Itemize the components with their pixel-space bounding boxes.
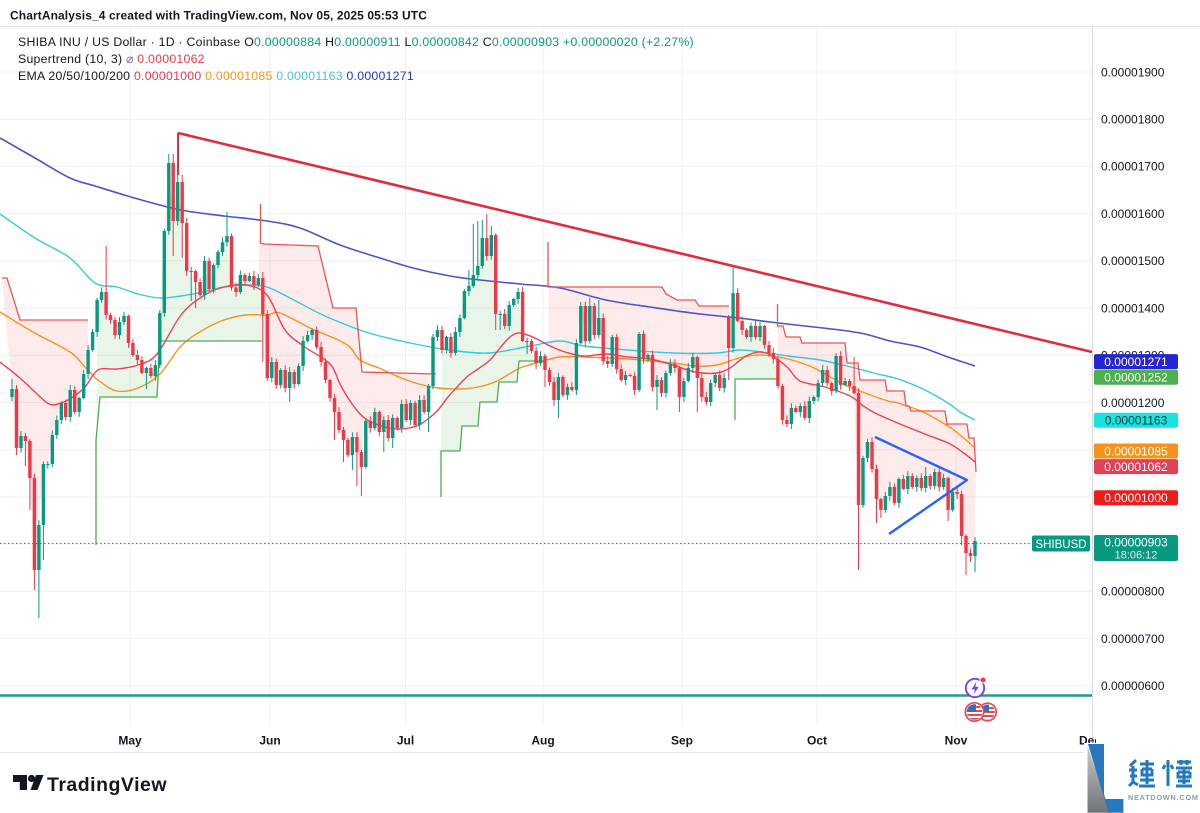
svg-text:0.00000903: 0.00000903 xyxy=(1104,536,1168,550)
svg-text:0.00001000: 0.00001000 xyxy=(1104,491,1168,505)
svg-text:0.00001800: 0.00001800 xyxy=(1101,113,1165,127)
svg-text:SHIBUSD: SHIBUSD xyxy=(1035,539,1086,551)
svg-text:ChartAnalysis_4 created with T: ChartAnalysis_4 created with TradingView… xyxy=(10,9,427,23)
svg-text:0.00001500: 0.00001500 xyxy=(1101,254,1165,268)
svg-text:EMA 20/50/100/200 0.00001000 0: EMA 20/50/100/200 0.00001000 0.00001085 … xyxy=(18,69,414,83)
svg-text:Jun: Jun xyxy=(259,734,280,748)
svg-text:NEATDOWN.COM: NEATDOWN.COM xyxy=(1128,793,1199,802)
svg-text:SHIBA INU / US Dollar · 1D · C: SHIBA INU / US Dollar · 1D · Coinbase O0… xyxy=(18,35,694,49)
svg-text:18:06:12: 18:06:12 xyxy=(1115,550,1158,562)
svg-text:Jul: Jul xyxy=(397,734,414,748)
svg-text:0.00001271: 0.00001271 xyxy=(1104,355,1168,369)
svg-text:Sep: Sep xyxy=(671,734,693,748)
svg-text:0.00000700: 0.00000700 xyxy=(1101,632,1165,646)
svg-text:May: May xyxy=(118,734,142,748)
svg-text:0.00000800: 0.00000800 xyxy=(1101,585,1165,599)
svg-text:0.00001200: 0.00001200 xyxy=(1101,396,1165,410)
svg-text:0.00001900: 0.00001900 xyxy=(1101,65,1165,79)
svg-text:Nov: Nov xyxy=(945,734,968,748)
svg-text:Aug: Aug xyxy=(531,734,554,748)
svg-text:0.00001600: 0.00001600 xyxy=(1101,207,1165,221)
svg-text:0.00001252: 0.00001252 xyxy=(1104,371,1168,385)
svg-text:0.00001400: 0.00001400 xyxy=(1101,301,1165,315)
svg-text:0.00001062: 0.00001062 xyxy=(1104,460,1168,474)
svg-text:0.00001163: 0.00001163 xyxy=(1105,414,1168,428)
svg-text:0.00000600: 0.00000600 xyxy=(1101,679,1165,693)
svg-text:Supertrend (10, 3) ⌀ 0.000010: Supertrend (10, 3) ⌀ 0.00001062 xyxy=(18,52,205,66)
svg-text:Oct: Oct xyxy=(807,734,827,748)
svg-text:TradingView: TradingView xyxy=(47,774,167,796)
svg-text:0.00001085: 0.00001085 xyxy=(1104,444,1168,458)
svg-text:0.00001700: 0.00001700 xyxy=(1101,160,1165,174)
